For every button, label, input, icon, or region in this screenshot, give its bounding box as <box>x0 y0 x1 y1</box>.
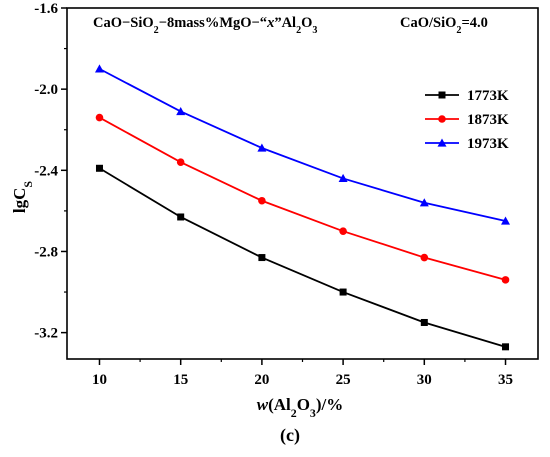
plot-frame <box>66 7 539 360</box>
series-line-1773K <box>99 167 506 348</box>
series-1873K <box>95 113 510 284</box>
data-point-1773K-30 <box>420 318 428 326</box>
x-tick-label-15: 15 <box>173 372 188 388</box>
legend-marker-1773K <box>438 91 446 99</box>
plot-border <box>66 7 539 360</box>
y-tick-label--3.2: -3.2 <box>34 326 58 342</box>
x-axis-ticks: 10 15 20 25 30 35 <box>92 359 513 388</box>
legend-label-1873K: 1873K <box>467 112 509 128</box>
data-point-1973K-35 <box>501 216 511 225</box>
x-tick-label-35: 35 <box>498 372 513 388</box>
data-point-1973K-20 <box>257 143 267 152</box>
legend: 1773K 1873K 1973K <box>425 88 509 152</box>
data-point-1773K-25 <box>339 288 347 296</box>
data-point-1873K-25 <box>339 227 347 235</box>
data-point-1773K-35 <box>502 343 510 351</box>
data-point-1873K-30 <box>420 253 429 262</box>
chart-title-formula: CaO−SiO2−8mass%MgO−“x”Al2O3 <box>93 15 317 36</box>
x-tick-label-20: 20 <box>254 372 269 388</box>
data-point-1873K-10 <box>95 113 104 122</box>
data-point-1773K-20 <box>258 254 266 262</box>
series-layer <box>94 64 511 351</box>
series-line-1973K <box>99 68 506 222</box>
series-1773K <box>95 164 510 351</box>
y-axis-label: lgCS <box>10 181 35 214</box>
y-tick-label--2.0: -2.0 <box>34 82 58 98</box>
data-point-1873K-15 <box>176 158 185 166</box>
legend-item-1773K: 1773K <box>425 88 509 104</box>
y-axis-ticks: -1.6 -2.0 -2.4 -2.8 -3.2 <box>34 1 67 342</box>
legend-item-1873K: 1873K <box>425 112 509 128</box>
x-axis-label: w(Al2O3)/% <box>257 395 344 420</box>
legend-marker-1873K <box>438 115 446 123</box>
data-point-1973K-30 <box>419 198 429 207</box>
data-point-1973K-15 <box>176 106 186 116</box>
chart-title-basicity: CaO/SiO2=4.0 <box>400 15 488 36</box>
series-1973K <box>94 64 511 225</box>
x-tick-label-10: 10 <box>92 372 107 388</box>
data-point-1973K-10 <box>94 64 104 73</box>
y-tick-label--1.6: -1.6 <box>34 1 58 17</box>
legend-marker-1973K <box>437 138 447 147</box>
legend-item-1973K: 1973K <box>425 136 509 152</box>
figure-caption: (c) <box>280 425 300 446</box>
legend-label-1973K: 1973K <box>467 136 509 152</box>
data-point-1873K-35 <box>501 276 510 284</box>
data-point-1773K-10 <box>95 164 103 172</box>
y-tick-label--2.8: -2.8 <box>34 244 58 260</box>
y-tick-label--2.4: -2.4 <box>34 163 58 179</box>
x-tick-label-25: 25 <box>336 372 351 388</box>
data-point-1973K-25 <box>338 173 348 183</box>
legend-label-1773K: 1773K <box>467 88 509 104</box>
x-tick-label-30: 30 <box>417 372 432 388</box>
series-line-1873K <box>99 116 506 281</box>
data-point-1873K-20 <box>258 196 266 205</box>
data-point-1773K-15 <box>177 213 185 221</box>
